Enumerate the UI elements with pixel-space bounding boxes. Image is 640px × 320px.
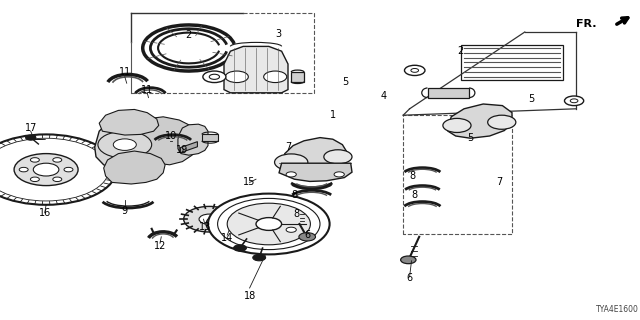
Circle shape: [234, 245, 246, 251]
Circle shape: [206, 212, 255, 236]
Text: 19: 19: [176, 145, 189, 156]
Text: 5: 5: [467, 132, 474, 143]
Circle shape: [98, 131, 152, 158]
Circle shape: [256, 218, 282, 230]
Text: 10: 10: [165, 131, 178, 141]
Text: 8: 8: [412, 190, 418, 200]
Circle shape: [218, 198, 320, 250]
Circle shape: [253, 254, 266, 261]
Polygon shape: [224, 46, 288, 93]
Text: 8: 8: [410, 171, 416, 181]
Circle shape: [209, 74, 220, 79]
Polygon shape: [279, 163, 352, 181]
Text: 11: 11: [118, 67, 131, 77]
Circle shape: [0, 134, 116, 205]
Circle shape: [31, 158, 40, 162]
Circle shape: [564, 96, 584, 106]
Text: 16: 16: [38, 208, 51, 218]
Circle shape: [64, 167, 73, 172]
Polygon shape: [140, 117, 198, 165]
Circle shape: [225, 71, 248, 83]
Text: FR.: FR.: [576, 19, 596, 29]
Circle shape: [0, 138, 109, 201]
Text: 2: 2: [186, 30, 192, 40]
Circle shape: [404, 65, 425, 76]
Circle shape: [113, 139, 136, 150]
Text: 6: 6: [304, 230, 310, 240]
Text: TYA4E1600: TYA4E1600: [596, 305, 639, 314]
Circle shape: [19, 167, 28, 172]
Circle shape: [52, 177, 61, 181]
Text: 11: 11: [141, 84, 154, 95]
Circle shape: [275, 154, 308, 171]
Text: 8: 8: [293, 209, 300, 220]
Polygon shape: [178, 124, 208, 155]
Text: 1: 1: [330, 110, 336, 120]
Circle shape: [286, 172, 296, 177]
Circle shape: [334, 172, 344, 177]
Circle shape: [264, 71, 287, 83]
Polygon shape: [95, 115, 170, 172]
Circle shape: [570, 99, 578, 103]
Circle shape: [33, 163, 59, 176]
Text: 12: 12: [154, 241, 166, 252]
Text: 17: 17: [24, 123, 37, 133]
Polygon shape: [104, 151, 165, 184]
Circle shape: [411, 68, 419, 72]
Circle shape: [199, 214, 220, 224]
Text: 9: 9: [122, 206, 128, 216]
Text: 3: 3: [275, 28, 282, 39]
Polygon shape: [282, 138, 347, 174]
Circle shape: [286, 227, 296, 232]
Circle shape: [443, 118, 471, 132]
Text: 6: 6: [406, 273, 413, 284]
Circle shape: [488, 115, 516, 129]
Text: 2: 2: [458, 46, 464, 56]
Text: 8: 8: [291, 190, 298, 200]
Bar: [461, 45, 563, 80]
Circle shape: [184, 206, 235, 232]
Circle shape: [14, 154, 78, 186]
Circle shape: [30, 177, 39, 181]
Circle shape: [401, 256, 416, 264]
Text: 18: 18: [243, 291, 256, 301]
Text: 13: 13: [198, 222, 211, 232]
Text: 7: 7: [496, 177, 502, 188]
Polygon shape: [180, 142, 197, 153]
Polygon shape: [428, 88, 469, 98]
Text: 5: 5: [528, 94, 534, 104]
Circle shape: [52, 158, 62, 162]
Polygon shape: [202, 134, 218, 141]
Circle shape: [227, 203, 310, 245]
Circle shape: [299, 233, 316, 241]
Circle shape: [26, 135, 36, 140]
Polygon shape: [99, 109, 159, 135]
Circle shape: [208, 194, 330, 254]
Text: 7: 7: [285, 142, 291, 152]
Circle shape: [203, 71, 226, 83]
Polygon shape: [448, 104, 512, 138]
Circle shape: [224, 221, 237, 227]
Text: 15: 15: [243, 177, 256, 188]
Circle shape: [324, 150, 352, 164]
Text: 14: 14: [221, 233, 234, 244]
Polygon shape: [291, 72, 304, 82]
Text: 4: 4: [381, 91, 387, 101]
Text: 5: 5: [342, 76, 349, 87]
